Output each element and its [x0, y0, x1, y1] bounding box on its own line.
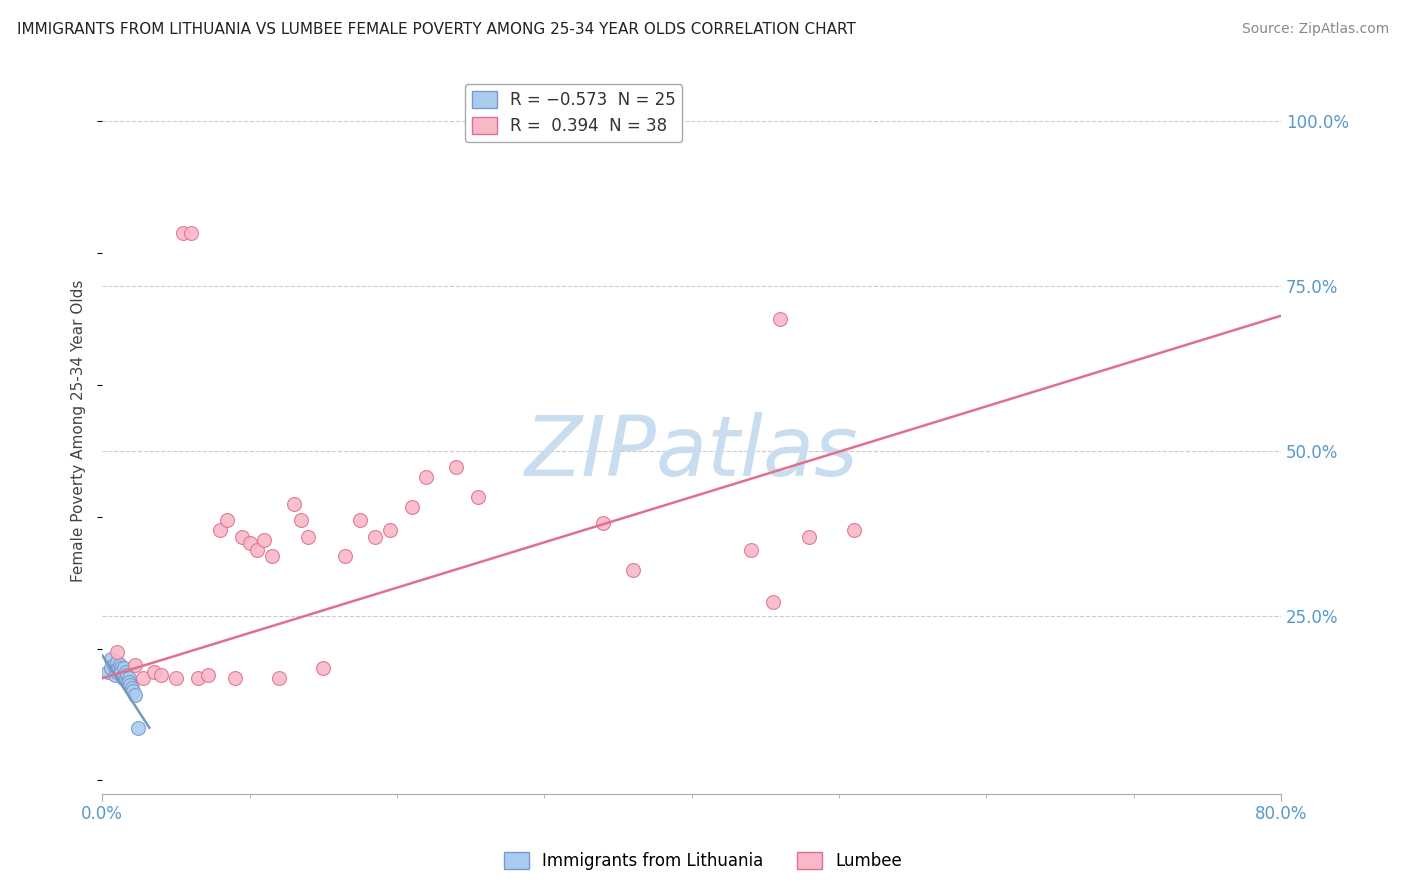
- Point: [107, 661, 129, 675]
- Point: [467, 490, 489, 504]
- Point: [378, 523, 401, 537]
- Point: [197, 668, 219, 682]
- Point: [335, 549, 357, 564]
- Point: [124, 658, 146, 673]
- Point: [118, 674, 141, 689]
- Point: [209, 523, 232, 537]
- Point: [103, 658, 125, 673]
- Point: [165, 671, 187, 685]
- Point: [246, 542, 269, 557]
- Point: [111, 671, 134, 685]
- Point: [260, 549, 283, 564]
- Point: [104, 668, 127, 682]
- Point: [105, 665, 128, 679]
- Point: [312, 661, 335, 675]
- Point: [799, 530, 821, 544]
- Point: [110, 665, 132, 679]
- Point: [187, 671, 209, 685]
- Text: ZIPatlas: ZIPatlas: [524, 412, 859, 493]
- Point: [132, 671, 155, 685]
- Point: [108, 665, 131, 679]
- Point: [217, 513, 239, 527]
- Text: Source: ZipAtlas.com: Source: ZipAtlas.com: [1241, 22, 1389, 37]
- Point: [105, 655, 128, 669]
- Point: [401, 500, 423, 514]
- Point: [290, 513, 312, 527]
- Point: [117, 668, 139, 682]
- Point: [253, 533, 276, 547]
- Point: [112, 661, 135, 675]
- Point: [150, 668, 173, 682]
- Point: [112, 668, 135, 682]
- Point: [110, 661, 132, 675]
- Point: [444, 460, 467, 475]
- Point: [108, 658, 131, 673]
- Point: [118, 671, 141, 685]
- Point: [121, 681, 143, 696]
- Point: [120, 678, 142, 692]
- Point: [592, 516, 614, 531]
- Point: [122, 684, 145, 698]
- Point: [100, 661, 122, 675]
- Point: [842, 523, 865, 537]
- Legend: R = −0.573  N = 25, R =  0.394  N = 38: R = −0.573 N = 25, R = 0.394 N = 38: [465, 84, 682, 142]
- Point: [127, 721, 149, 735]
- Point: [238, 536, 260, 550]
- Point: [769, 312, 792, 326]
- Point: [283, 497, 305, 511]
- Point: [114, 665, 136, 679]
- Point: [740, 542, 762, 557]
- Point: [762, 595, 785, 609]
- Point: [349, 513, 371, 527]
- Point: [180, 227, 202, 241]
- Point: [621, 562, 644, 576]
- Point: [172, 227, 194, 241]
- Point: [124, 688, 146, 702]
- Point: [231, 530, 253, 544]
- Point: [267, 671, 290, 685]
- Point: [100, 651, 122, 665]
- Point: [114, 671, 136, 685]
- Point: [105, 645, 128, 659]
- Point: [97, 665, 120, 679]
- Legend: Immigrants from Lithuania, Lumbee: Immigrants from Lithuania, Lumbee: [498, 845, 908, 877]
- Point: [364, 530, 387, 544]
- Y-axis label: Female Poverty Among 25-34 Year Olds: Female Poverty Among 25-34 Year Olds: [72, 280, 86, 582]
- Text: IMMIGRANTS FROM LITHUANIA VS LUMBEE FEMALE POVERTY AMONG 25-34 YEAR OLDS CORRELA: IMMIGRANTS FROM LITHUANIA VS LUMBEE FEMA…: [17, 22, 856, 37]
- Point: [415, 470, 437, 484]
- Point: [297, 530, 319, 544]
- Point: [224, 671, 246, 685]
- Point: [142, 665, 165, 679]
